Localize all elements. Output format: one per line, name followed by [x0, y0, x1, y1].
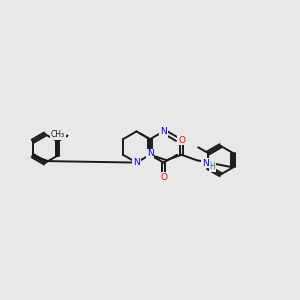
Text: O: O: [160, 173, 167, 182]
Text: N: N: [133, 158, 140, 167]
Text: H: H: [209, 162, 215, 171]
Text: CH₃: CH₃: [51, 130, 65, 139]
Text: N: N: [160, 127, 167, 136]
Text: N: N: [147, 149, 153, 158]
Text: N: N: [202, 159, 209, 168]
Text: O: O: [178, 136, 185, 145]
